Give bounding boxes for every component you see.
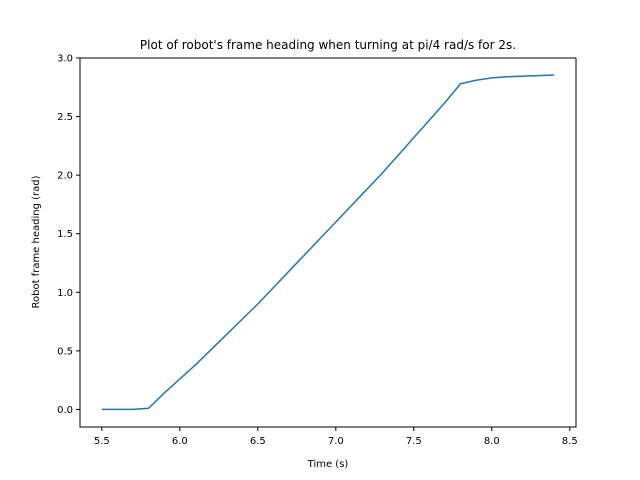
- x-tick-label: 7.0: [328, 436, 344, 447]
- heading-series-line: [101, 74, 555, 411]
- y-axis-label: Robot frame heading (rad): [31, 175, 42, 308]
- x-tick-label: 7.5: [406, 436, 422, 447]
- y-tick-label: 0.5: [57, 346, 73, 357]
- x-axis: 5.5 6.0 6.5 7.0 7.5 8.0 8.5: [94, 427, 578, 447]
- y-tick-label: 3.0: [57, 54, 73, 65]
- chart-title: Plot of robot's frame heading when turni…: [140, 38, 516, 52]
- y-axis: 0.0 0.5 1.0 1.5 2.0 2.5 3.0: [57, 54, 80, 416]
- x-axis-label: Time (s): [307, 459, 349, 470]
- series-layer: [101, 74, 555, 411]
- y-tick-label: 1.5: [57, 229, 73, 240]
- x-tick-label: 5.5: [94, 436, 110, 447]
- x-tick-label: 8.0: [484, 436, 500, 447]
- y-tick-label: 1.0: [57, 288, 73, 299]
- x-tick-label: 6.5: [250, 436, 266, 447]
- y-tick-label: 2.5: [57, 112, 73, 123]
- y-tick-label: 0.0: [57, 405, 73, 416]
- y-tick-label: 2.0: [57, 171, 73, 182]
- x-tick-label: 8.5: [562, 436, 578, 447]
- plot-area-frame: [79, 57, 577, 428]
- x-tick-label: 6.0: [172, 436, 188, 447]
